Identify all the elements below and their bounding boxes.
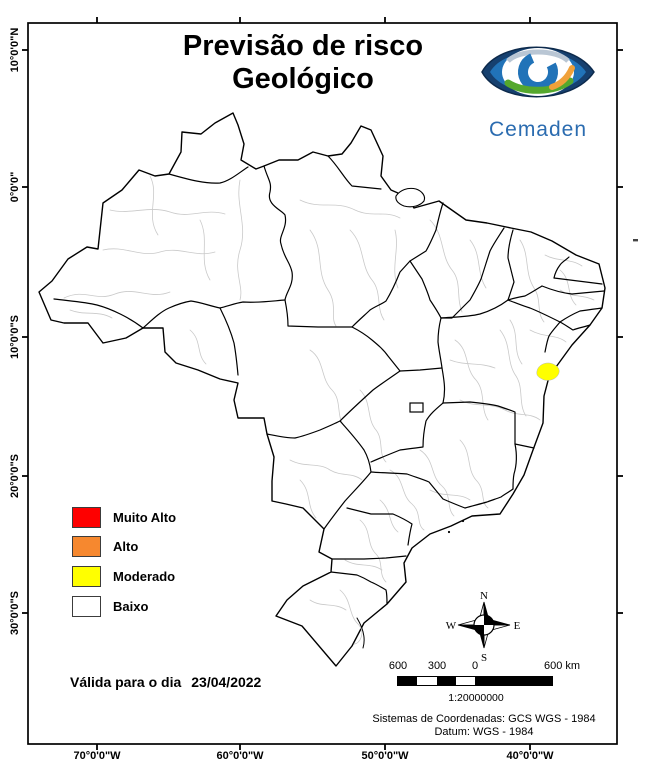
legend-label: Alto <box>113 538 139 554</box>
offshore-island-mark <box>633 239 638 242</box>
coastal-island-dots <box>447 519 465 534</box>
crs-note: Sistemas de Coordenadas: GCS WGS - 1984 … <box>352 713 616 739</box>
lat-tick-label: 10°0'0"S <box>9 314 21 360</box>
validity-prefix: Válida para o dia <box>70 674 182 690</box>
lon-tick-label: 60°0'0"W <box>216 750 264 762</box>
title-line-2: Geológico <box>232 63 374 95</box>
legend-swatch-moderado <box>72 565 101 587</box>
scale-label: 0 <box>471 660 479 672</box>
cemaden-logo: Cemaden <box>468 33 608 142</box>
validity-note: Válida para o dia 23/04/2022 <box>70 674 261 690</box>
highlight-region-moderado <box>536 362 560 381</box>
legend-item-alto: Alto <box>72 535 138 557</box>
lat-tick-label: 20°0'0"S <box>9 453 21 499</box>
lat-tick-label: 30°0'0"S <box>9 590 21 636</box>
crs-line-2: Datum: WGS - 1984 <box>434 726 534 738</box>
legend-label: Baixo <box>113 598 149 614</box>
state-borders <box>53 155 605 649</box>
lat-tick-label: 0°0'0" <box>9 171 21 203</box>
lon-tick-label: 70°0'0"W <box>73 750 121 762</box>
scale-ratio: 1:20000000 <box>448 692 504 704</box>
north-arrow-icon: N S W E <box>446 590 521 664</box>
legend-label: Moderado <box>113 568 176 584</box>
scale-bar-graphic <box>397 676 553 686</box>
legend-label: Muito Alto <box>113 509 177 525</box>
legend-item-muito-alto: Muito Alto <box>72 506 176 528</box>
title-line-1: Previsão de risco <box>182 30 424 62</box>
legend-swatch-alto <box>72 535 101 557</box>
legend-item-moderado: Moderado <box>72 565 175 587</box>
scale-label: 600 <box>388 660 408 672</box>
marajo-island <box>395 187 426 208</box>
compass-s: S <box>481 652 487 664</box>
map-frame <box>27 22 618 745</box>
page-title: Previsão de risco Geológico <box>168 30 438 96</box>
scale-label: 600 km <box>543 660 581 672</box>
compass-e: E <box>514 620 521 632</box>
lon-tick-label: 40°0'0"W <box>506 750 554 762</box>
legend-swatch-muito-alto <box>72 506 101 528</box>
legend-swatch-baixo <box>72 595 101 617</box>
municipal-borders <box>63 175 595 645</box>
crs-line-1: Sistemas de Coordenadas: GCS WGS - 1984 <box>372 713 596 725</box>
compass-n: N <box>480 590 488 602</box>
scale-bar: 600 300 0 600 km 1:20000000 <box>388 660 590 706</box>
compass-w: W <box>446 620 457 632</box>
cemaden-logo-text: Cemaden <box>488 118 588 141</box>
scale-label: 300 <box>427 660 447 672</box>
cemaden-eye-icon <box>481 46 595 98</box>
distrito-federal-rectangle <box>409 402 424 413</box>
graticule-ticks <box>22 17 623 750</box>
lat-tick-label: 10°0'0"N <box>9 27 21 73</box>
legend-item-baixo: Baixo <box>72 595 148 617</box>
lon-tick-label: 50°0'0"W <box>361 750 409 762</box>
validity-date: 23/04/2022 <box>191 674 262 690</box>
